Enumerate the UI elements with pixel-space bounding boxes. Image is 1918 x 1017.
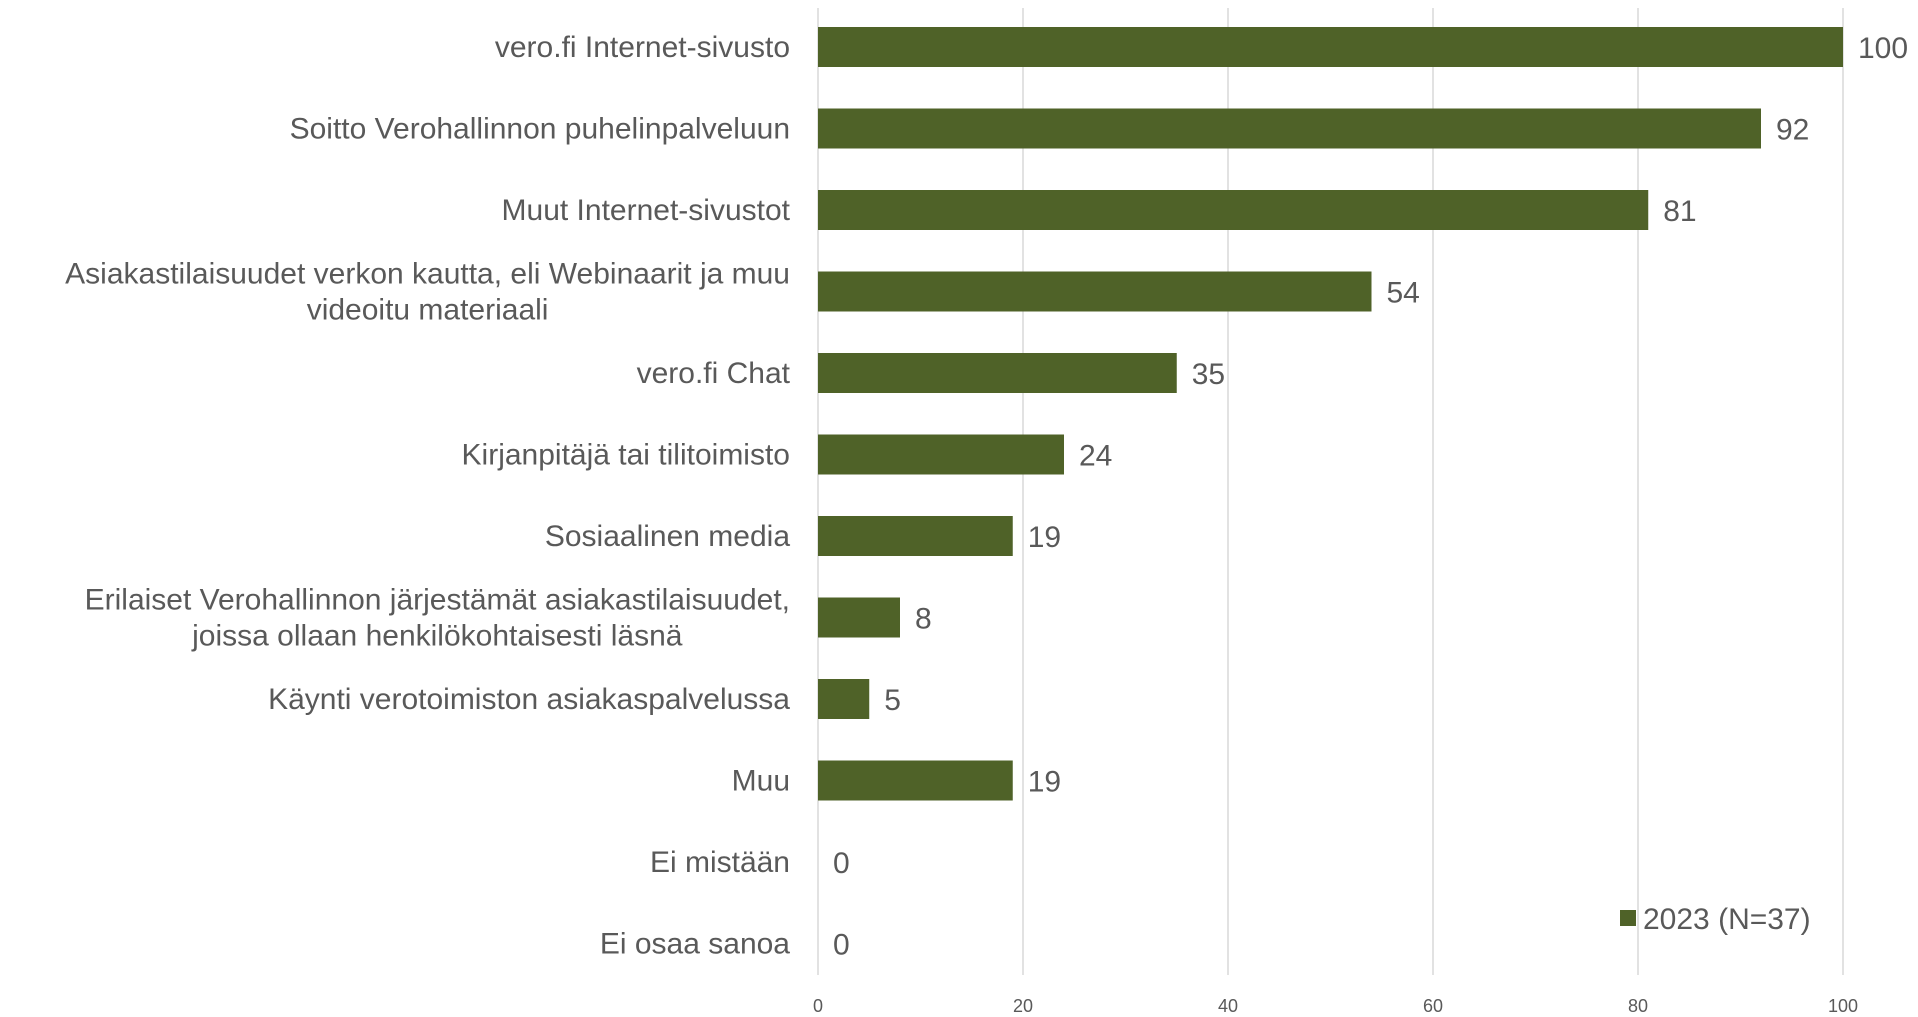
category-label: Soitto Verohallinnon puhelinpalveluun: [290, 113, 790, 146]
bar: [818, 679, 870, 719]
data-label: 24: [1079, 440, 1112, 473]
bar: [818, 434, 1064, 475]
category-label: Asiakastilaisuudet verkon kautta, eli We…: [65, 258, 790, 291]
data-label: 0: [833, 847, 850, 880]
category-label: Käynti verotoimiston asiakaspalvelussa: [268, 683, 790, 716]
value-labels: 100 92 81 54 35 24 19 8 5 19 0 0: [833, 32, 1908, 962]
data-label: 8: [915, 603, 932, 636]
bar: [818, 353, 1177, 393]
data-label: 81: [1663, 195, 1696, 228]
x-axis-ticks: 0 20 40 60 80 100: [813, 996, 1858, 1016]
data-label: 100: [1858, 32, 1908, 65]
category-label: vero.fi Internet-sivusto: [495, 31, 790, 64]
legend-swatch: [1620, 910, 1636, 926]
bar: [818, 27, 1843, 67]
category-label: Sosiaalinen media: [545, 520, 790, 553]
category-label: Kirjanpitäjä tai tilitoimisto: [462, 439, 790, 472]
category-labels: vero.fi Internet-sivusto Soitto Verohalli…: [65, 31, 790, 961]
bar: [818, 271, 1372, 312]
data-label: 92: [1776, 114, 1809, 147]
category-label: Erilaiset Verohallinnon järjestämät asia…: [85, 584, 790, 617]
category-label: Ei osaa sanoa: [600, 928, 790, 961]
data-label: 0: [833, 929, 850, 962]
bar: [818, 516, 1013, 556]
x-tick-label: 100: [1828, 996, 1858, 1016]
x-tick-label: 60: [1423, 996, 1443, 1016]
data-label: 54: [1387, 277, 1420, 310]
grid-lines: [817, 8, 1844, 975]
bar: [818, 108, 1761, 149]
x-tick-label: 20: [1013, 996, 1033, 1016]
bar: [818, 760, 1013, 801]
x-tick-label: 40: [1218, 996, 1238, 1016]
category-label: Muu: [732, 765, 790, 798]
data-label: 5: [884, 684, 901, 717]
x-tick-label: 0: [813, 996, 823, 1016]
legend: 2023 (N=37): [1620, 903, 1811, 936]
data-label: 35: [1192, 358, 1225, 391]
legend-label: 2023 (N=37): [1643, 903, 1811, 936]
x-tick-label: 80: [1628, 996, 1648, 1016]
bars: [818, 27, 1843, 801]
bar: [818, 597, 900, 638]
category-label: videoitu materiaali: [307, 294, 549, 327]
data-label: 19: [1028, 521, 1061, 554]
category-label: vero.fi Chat: [637, 357, 791, 390]
bar: [818, 190, 1649, 230]
category-label: Ei mistään: [650, 846, 790, 879]
category-label: Muut Internet-sivustot: [502, 194, 791, 227]
category-label: joissa ollaan henkilökohtaisesti läsnä: [191, 620, 683, 653]
data-label: 19: [1028, 766, 1061, 799]
